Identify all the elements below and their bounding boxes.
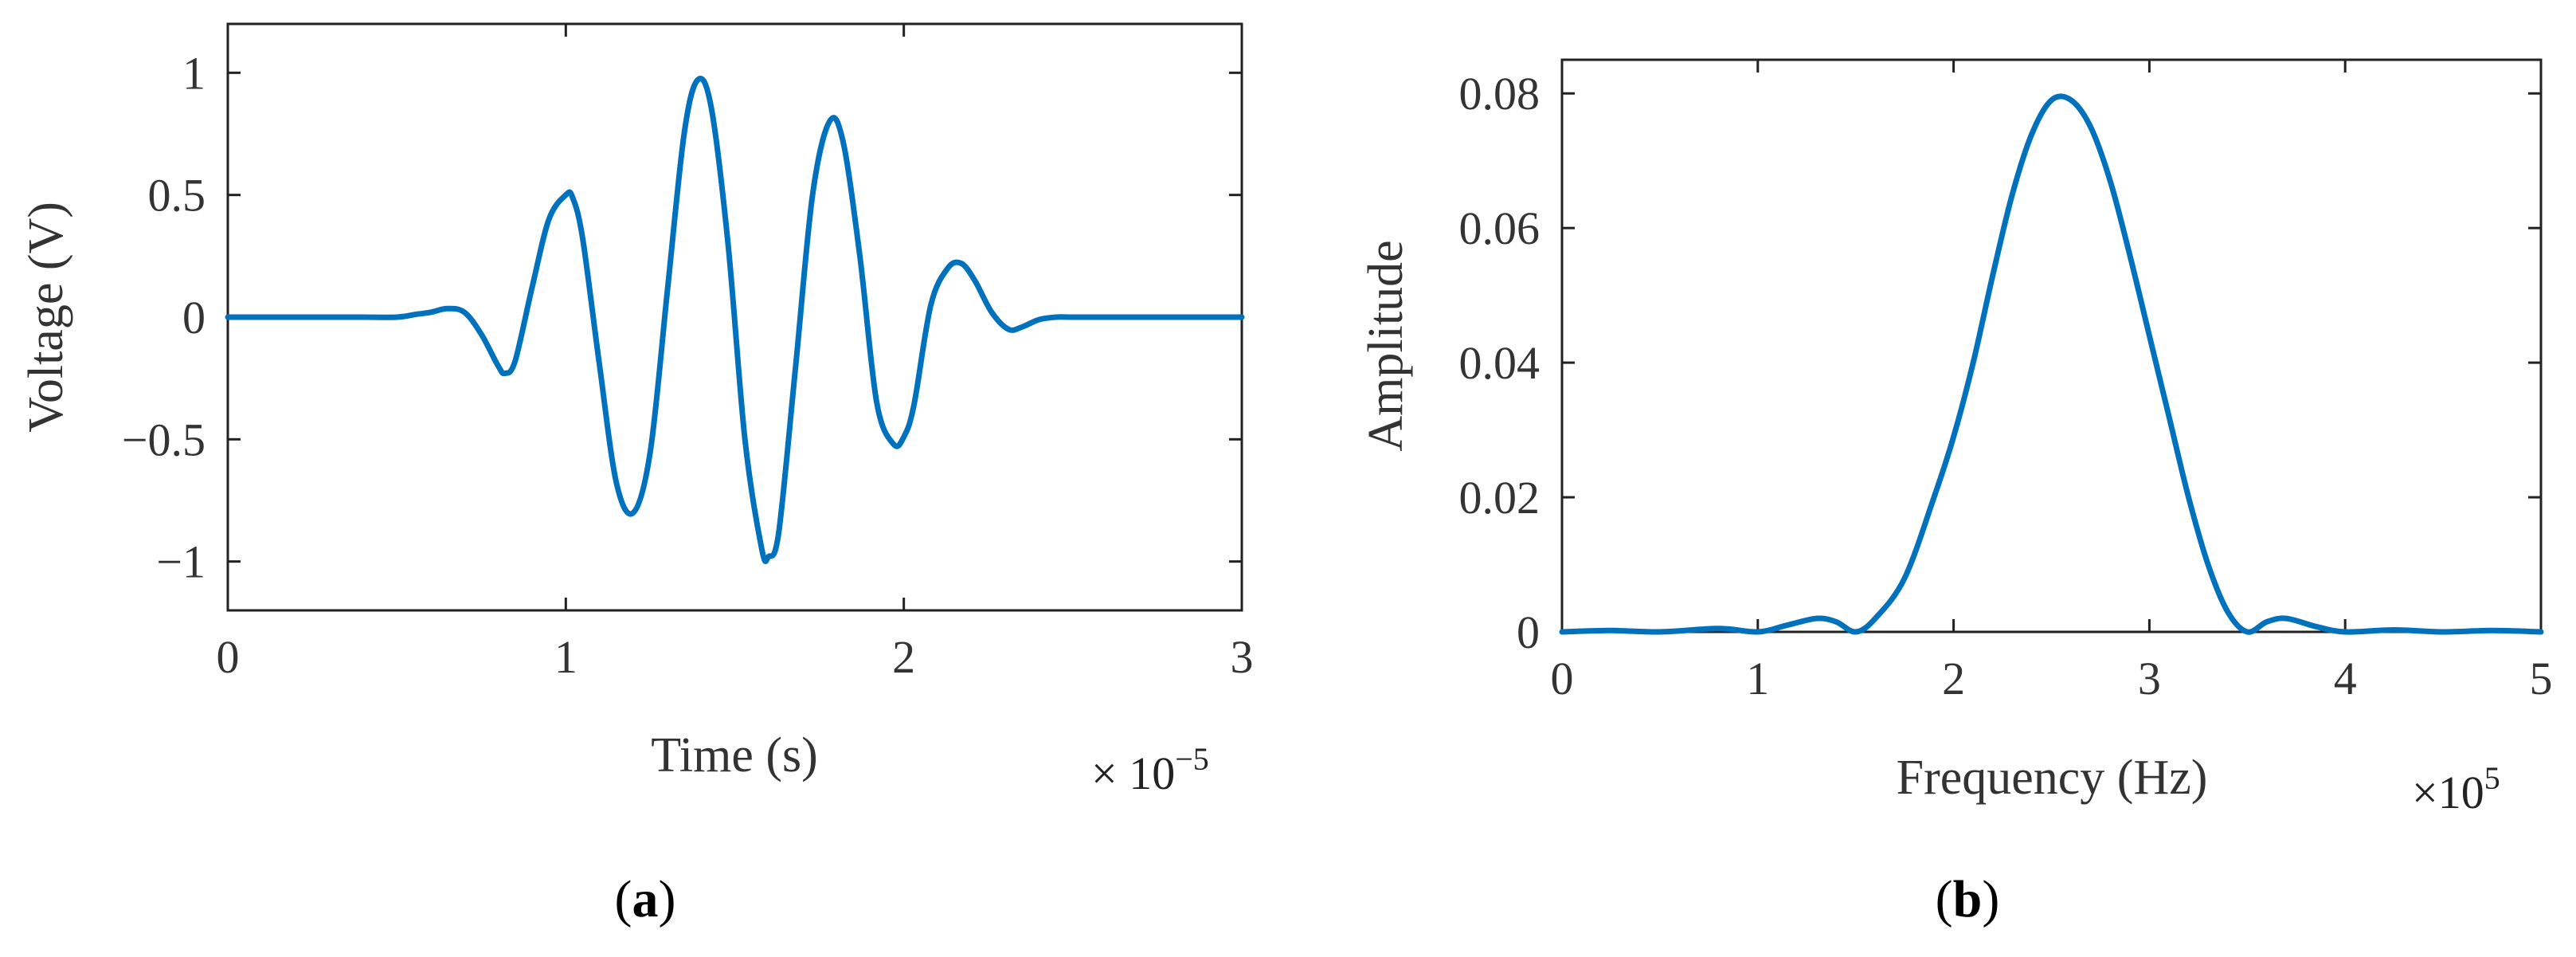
series-line-a (225, 76, 1245, 564)
x-tick-label-b-4: 4 (2334, 653, 2357, 704)
x-tick-labels-a: 0 1 2 3 (217, 631, 1254, 683)
y-tick-labels-b: 0 0.02 0.04 0.06 0.08 (1459, 68, 1541, 658)
x-tick-label-a-0: 0 (217, 631, 240, 683)
plot-frame-b (1560, 58, 2543, 633)
x-tick-label-a-3: 3 (1231, 631, 1254, 683)
x-tick-label-b-0: 0 (1551, 653, 1574, 704)
y-tick-label-b-1: 0.02 (1459, 472, 1541, 524)
panel-label-b: (b) (1936, 870, 2000, 928)
chart-panel-a: 0 1 2 3 −1 −0.5 0 0.5 1 Time (s) Voltage (V) × … (19, 22, 1254, 928)
y-tick-label-a-2: 0 (182, 292, 206, 343)
x-exponent-base-a: × 10 (1091, 747, 1175, 799)
ticks-b (1560, 60, 2543, 633)
x-tick-label-b-5: 5 (2530, 653, 2553, 704)
panel-label-a: (a) (615, 870, 676, 928)
series-line-b (1559, 93, 2544, 635)
x-exponent-power-b: 5 (2484, 760, 2500, 796)
x-exponent-power-a: −5 (1175, 741, 1209, 777)
panel-letter-a: a (632, 870, 659, 928)
y-tick-label-b-0: 0 (1517, 606, 1540, 658)
y-tick-label-a-3: 0.5 (148, 170, 206, 222)
y-tick-label-a-4: 1 (182, 47, 206, 99)
x-tick-label-b-2: 2 (1942, 653, 1965, 704)
y-tick-labels-a: −1 −0.5 0 0.5 1 (122, 47, 206, 587)
y-tick-label-b-4: 0.08 (1459, 68, 1541, 120)
x-tick-labels-b: 0 1 2 3 4 5 (1551, 653, 2553, 704)
y-tick-label-a-1: −0.5 (122, 414, 206, 465)
panel-letter-b: b (1953, 870, 1983, 928)
y-axis-label-a: Voltage (V) (19, 202, 73, 433)
x-tick-label-b-3: 3 (2138, 653, 2161, 704)
x-axis-label-a: Time (s) (651, 728, 818, 782)
x-exponent-label-b: ×105 (2412, 760, 2500, 818)
x-tick-label-a-2: 2 (892, 631, 915, 683)
x-tick-label-a-1: 1 (554, 631, 577, 683)
y-tick-label-b-3: 0.06 (1459, 202, 1541, 254)
y-tick-label-a-0: −1 (156, 536, 206, 588)
y-axis-label-b: Amplitude (1359, 240, 1413, 451)
x-exponent-base-b: ×10 (2412, 767, 2484, 818)
x-tick-label-b-1: 1 (1746, 653, 1769, 704)
y-tick-label-b-2: 0.04 (1459, 337, 1541, 389)
x-axis-label-b: Frequency (Hz) (1897, 751, 2208, 805)
x-exponent-label-a: × 10−5 (1091, 741, 1209, 799)
